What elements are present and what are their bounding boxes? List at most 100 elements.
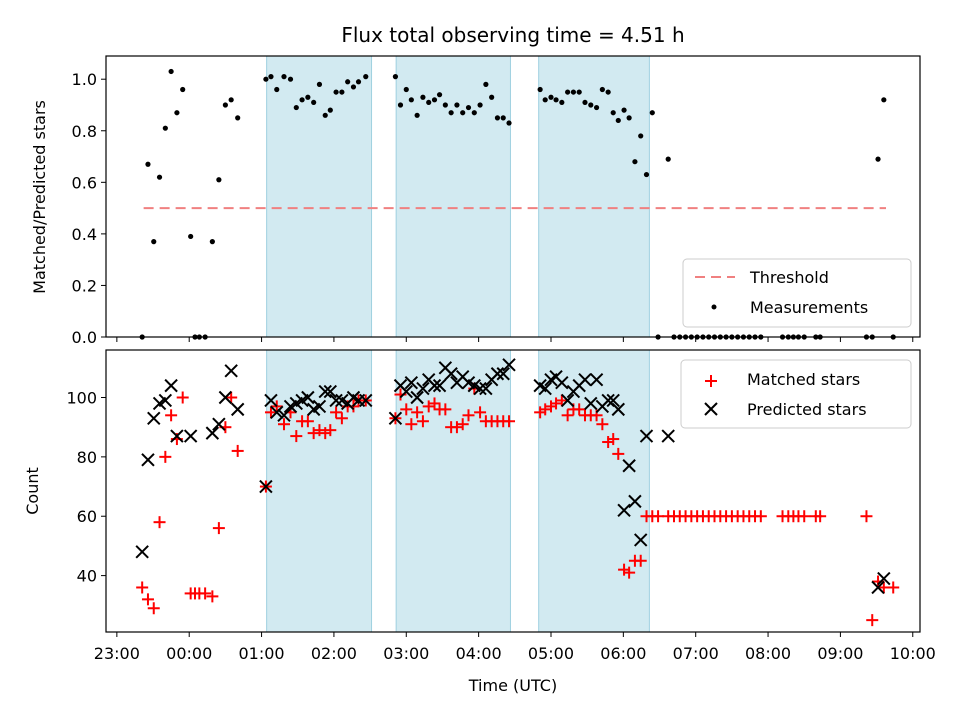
x-stroke-b xyxy=(301,390,315,405)
shaded-interval xyxy=(266,349,373,633)
predicted-star-point xyxy=(224,364,238,378)
measurement-point xyxy=(345,79,351,85)
measurement-point xyxy=(442,102,448,108)
matched-star-point xyxy=(618,563,631,576)
measurement-point xyxy=(168,68,174,75)
x-stroke-b xyxy=(224,364,238,378)
measurement-point xyxy=(403,86,409,93)
matched-star-point xyxy=(290,430,303,443)
measurement-point xyxy=(151,239,157,245)
predicted-star-point xyxy=(877,571,891,586)
predicted-star-point xyxy=(427,378,442,393)
x-stroke-b xyxy=(329,393,343,408)
measurement-point xyxy=(448,110,454,116)
bottom-legend-box xyxy=(680,359,912,429)
measurement-point xyxy=(408,97,414,103)
measurement-point xyxy=(537,86,543,93)
bottom-legend: Matched stars Predicted stars xyxy=(680,359,912,429)
matched-star-point xyxy=(225,391,238,404)
predicted-star-point xyxy=(270,405,284,420)
bottom-axis-ticks: 40 60 80 100 23:00 00:00 01:00 02:00 03:00 04:00 0… xyxy=(66,388,935,663)
x-stroke-b xyxy=(560,393,575,408)
x-stroke-b xyxy=(533,378,547,393)
matched-star-point xyxy=(422,400,435,413)
matched-star-point xyxy=(561,409,574,422)
measurement-point xyxy=(588,102,594,108)
x-stroke-b xyxy=(318,384,332,399)
x-tick-label: 09:00 xyxy=(817,644,863,663)
legend-predicted-label: Predicted stars xyxy=(747,400,867,419)
x-stroke-b xyxy=(323,384,338,399)
matched-star-point xyxy=(136,581,149,594)
x-stroke-b xyxy=(467,378,481,393)
matched-star-point xyxy=(206,590,219,603)
y-tick-label: 80 xyxy=(77,448,97,467)
predicted-star-point xyxy=(388,411,403,425)
matched-star-point xyxy=(534,406,547,419)
shaded-interval xyxy=(538,349,650,633)
top-legend-box xyxy=(682,258,912,328)
matched-star-point xyxy=(141,593,154,606)
matched-star-point xyxy=(212,522,225,535)
x-stroke-b xyxy=(628,494,642,509)
predicted-star-point xyxy=(634,533,648,547)
predicted-star-point xyxy=(404,375,419,390)
x-stroke-b xyxy=(661,429,675,443)
x-stroke-b xyxy=(416,381,430,396)
measurement-point xyxy=(553,97,559,103)
measurement-point xyxy=(414,112,420,118)
predicted-star-point xyxy=(205,426,220,440)
legend-matched-label: Matched stars xyxy=(747,370,860,389)
x-stroke-b xyxy=(639,429,654,443)
bottom-axes-frame xyxy=(105,349,921,633)
matched-star-point xyxy=(539,403,552,416)
matched-star-point xyxy=(555,394,568,407)
predicted-star-point xyxy=(502,358,516,372)
x-stroke-b xyxy=(205,426,220,440)
predicted-star-point xyxy=(584,396,598,411)
measurement-point xyxy=(235,115,241,121)
matched-star-point xyxy=(147,602,160,615)
measurement-point xyxy=(638,133,644,139)
matched-star-point xyxy=(623,566,636,579)
measurement-point xyxy=(643,171,650,178)
measurement-point xyxy=(397,102,404,108)
predicted-star-point xyxy=(628,494,642,509)
predicted-star-point xyxy=(617,503,631,518)
x-stroke-b xyxy=(135,545,149,559)
matched-star-point xyxy=(405,418,418,431)
measurement-point xyxy=(471,110,477,116)
measurement-point xyxy=(287,76,294,82)
matched-star-point xyxy=(814,510,827,523)
x-stroke-b xyxy=(502,358,516,372)
predicted-star-point xyxy=(639,429,654,443)
matched-star-point xyxy=(754,510,767,523)
x-stroke-b xyxy=(141,453,155,467)
x-stroke-b xyxy=(359,393,373,408)
predicted-star-point xyxy=(410,390,424,405)
measurement-point xyxy=(506,120,512,126)
matched-star-point xyxy=(153,516,166,529)
x-tick-label: 02:00 xyxy=(311,644,357,663)
x-stroke-b xyxy=(617,503,631,518)
matched-star-point xyxy=(887,581,900,594)
matched-star-point xyxy=(634,554,647,567)
measurement-point xyxy=(665,156,671,162)
measurement-point xyxy=(180,86,186,93)
x-stroke-b xyxy=(589,372,604,387)
predicted-star-point xyxy=(444,367,458,381)
legend-matched-swatch xyxy=(705,375,717,387)
x-stroke-b xyxy=(432,378,447,393)
measurement-point xyxy=(542,97,548,103)
measurement-point xyxy=(156,174,163,180)
measurement-point xyxy=(274,86,280,93)
x-stroke-b xyxy=(230,402,245,417)
measurement-point xyxy=(293,104,299,111)
x-stroke-b xyxy=(473,381,487,396)
measurement-point xyxy=(582,99,588,106)
x-stroke-b xyxy=(479,381,493,396)
measurement-point xyxy=(570,89,577,95)
x-stroke-b xyxy=(270,405,284,420)
matched-star-point xyxy=(411,406,424,419)
